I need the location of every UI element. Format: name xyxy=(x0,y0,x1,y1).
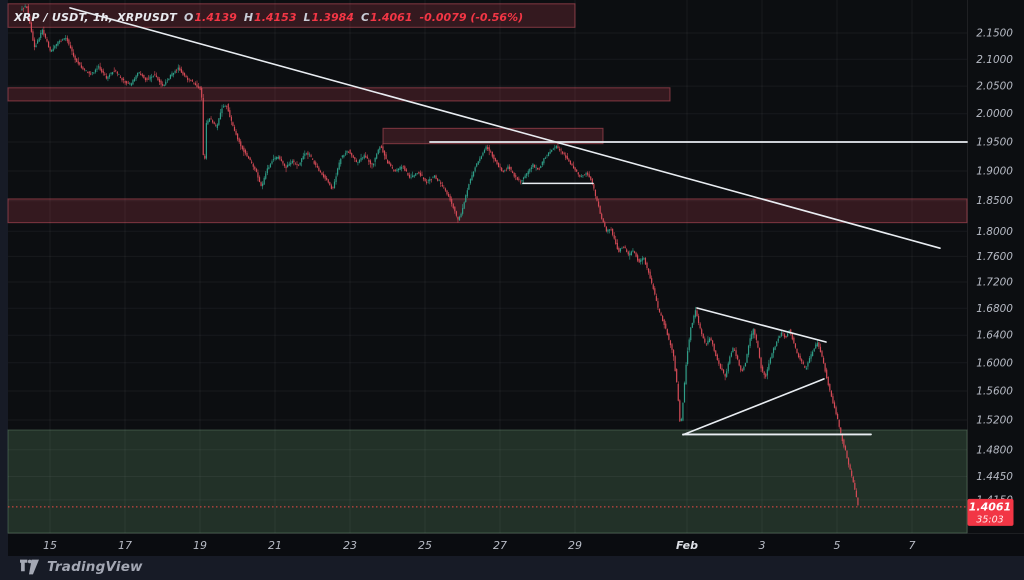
downtrend-line[interactable] xyxy=(69,7,941,249)
time-axis-bar[interactable] xyxy=(8,533,1024,556)
time-tick-25: 25 xyxy=(418,539,432,552)
supply-zone-3[interactable] xyxy=(7,198,968,224)
supply-zone-2[interactable] xyxy=(7,87,671,102)
axis-label: 2.0500 xyxy=(976,81,1013,93)
axis-label: 1.9500 xyxy=(976,136,1013,148)
wedge-lower-line[interactable] xyxy=(682,378,825,436)
supply-zone-1[interactable] xyxy=(7,3,576,28)
last-price-badge xyxy=(967,498,1014,526)
time-tick-23: 23 xyxy=(343,539,357,552)
time-tick-15: 15 xyxy=(43,539,57,552)
axis-label: 1.7200 xyxy=(976,277,1013,289)
symbol-title[interactable]: XRP / USDT, 1h, XRPUSDT xyxy=(14,10,178,24)
axis-label: 1.4450 xyxy=(976,471,1013,483)
time-tick-27: 27 xyxy=(493,539,507,552)
time-tick-29: 29 xyxy=(568,539,582,552)
axis-label: 1.8000 xyxy=(976,226,1013,238)
tradingview-wordmark: TradingView xyxy=(47,559,143,575)
time-tick-17: 17 xyxy=(118,539,132,552)
time-tick-19: 19 xyxy=(193,539,207,552)
tradingview-logo[interactable]: TradingView xyxy=(20,559,143,575)
axis-label: 2.1000 xyxy=(976,54,1013,66)
chart-background xyxy=(8,0,1024,533)
axis-label: 1.5200 xyxy=(976,415,1013,427)
axis-label: 1.8500 xyxy=(976,195,1013,207)
time-tick-5: 5 xyxy=(834,539,841,552)
last-price-value: 1.4061 xyxy=(969,500,1011,513)
time-tick-3: 3 xyxy=(759,539,766,552)
axis-label: 2.0000 xyxy=(976,108,1013,120)
axis-label: 1.4800 xyxy=(976,444,1013,456)
axis-label: 1.9000 xyxy=(976,165,1013,177)
candles-layer xyxy=(21,3,859,507)
ohlc-high: H1.4153 xyxy=(243,10,297,24)
wedge-upper-line[interactable] xyxy=(696,307,827,343)
axis-label: 1.6000 xyxy=(976,357,1013,369)
axis-label: 1.5600 xyxy=(976,386,1013,398)
axis-label: 1.6400 xyxy=(976,330,1013,342)
ohlc-low: L1.3984 xyxy=(303,10,354,24)
time-tick-21: 21 xyxy=(268,539,282,552)
axis-label: 1.7600 xyxy=(976,251,1013,263)
demand-zone[interactable] xyxy=(7,429,968,534)
time-tick-7: 7 xyxy=(909,539,916,552)
bar-countdown: 35:03 xyxy=(976,514,1003,525)
tradingview-mark-icon xyxy=(20,559,39,575)
ohlc-open: O1.4139 xyxy=(184,10,237,24)
axis-label: 1.6800 xyxy=(976,303,1013,315)
price-change: -0.0079 (-0.56%) xyxy=(419,10,524,24)
time-tick-Feb: Feb xyxy=(676,539,698,552)
symbol-legend[interactable]: XRP / USDT, 1h, XRPUSDT O1.4139 H1.4153 … xyxy=(14,9,523,25)
axis-label: 2.1500 xyxy=(976,28,1013,40)
ohlc-close: C1.4061 xyxy=(360,10,413,24)
